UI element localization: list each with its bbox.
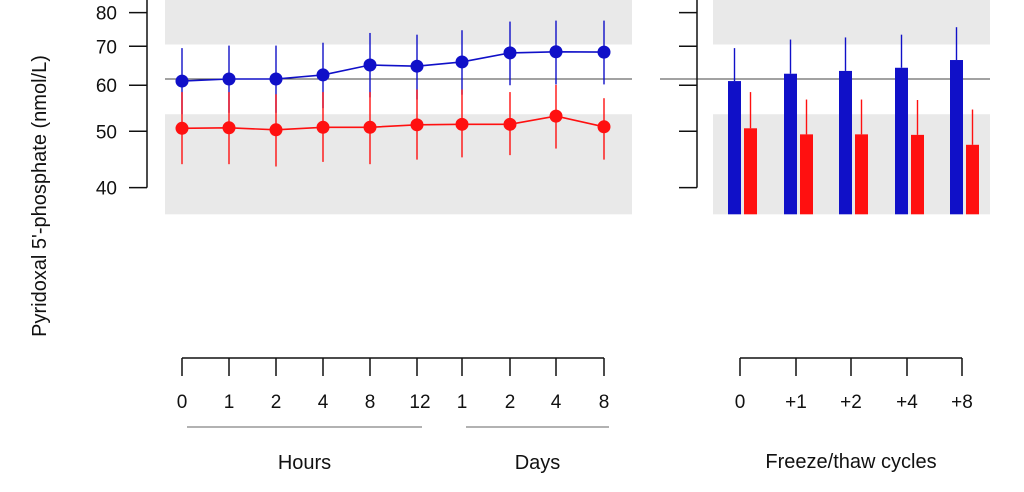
bar [800, 134, 813, 215]
bar-series [728, 27, 963, 215]
shaded-band [713, 0, 990, 45]
data-point [597, 45, 611, 59]
bar [895, 67, 908, 215]
y-tick-label: 70 [96, 37, 117, 58]
shaded-band [165, 114, 632, 215]
right-shaded-bands [713, 0, 990, 215]
bar [966, 144, 979, 215]
series-line [181, 50, 605, 82]
bar-series [744, 92, 979, 215]
data-point [316, 68, 330, 82]
x-tick-label: 12 [409, 392, 430, 413]
x-tick-label: 2 [505, 392, 516, 413]
y-tick-label: 60 [96, 76, 117, 97]
x-tick-label: 8 [599, 392, 610, 413]
data-point [549, 109, 563, 123]
y-axis: 405060708090 [96, 0, 148, 200]
group-label: Days [515, 452, 561, 474]
x-tick-label: +1 [785, 392, 807, 413]
data-point [269, 72, 283, 86]
bar [855, 134, 868, 215]
y-tick-label: 40 [96, 179, 117, 200]
series [175, 84, 611, 167]
left-shaded-bands [165, 0, 632, 215]
x-tick-label: 8 [365, 392, 376, 413]
shaded-band [165, 0, 632, 45]
bar [839, 70, 852, 215]
x-tick-label: +4 [896, 392, 918, 413]
left-series [175, 20, 611, 167]
data-point [222, 72, 236, 86]
group-label: Hours [278, 452, 331, 474]
x-tick-label: 2 [271, 392, 282, 413]
x-tick-label: +2 [840, 392, 862, 413]
x-tick-label: 0 [177, 392, 188, 413]
right-bars [728, 27, 979, 215]
x-tick-label: 4 [551, 392, 562, 413]
x-tick-label: +8 [951, 392, 973, 413]
data-point [597, 120, 611, 134]
y-tick-label: 80 [96, 4, 117, 25]
x-tick-label: 0 [735, 392, 746, 413]
bar [744, 128, 757, 215]
data-point [175, 121, 189, 135]
data-point [455, 55, 469, 69]
x-axis-groups: Hours Days [187, 426, 609, 474]
data-point [503, 117, 517, 131]
x-axis-label: Freeze/thaw cycles [765, 451, 936, 473]
y-tick-label: 50 [96, 122, 117, 143]
x-tick-label: 4 [318, 392, 329, 413]
data-point [316, 120, 330, 134]
x-tick-label: 1 [224, 392, 235, 413]
bar [911, 134, 924, 215]
x-tick-label: 1 [457, 392, 468, 413]
data-point [175, 74, 189, 88]
y-axis-label: Pyridoxal 5'-phosphate (nmol/L) [29, 55, 51, 337]
freeze-thaw-panel: 0 +1 +2 +4 +8 [660, 0, 990, 413]
bar [950, 60, 963, 215]
right-y-axis [679, 0, 698, 189]
data-point [549, 45, 563, 59]
series-line [181, 115, 605, 131]
data-point [503, 46, 517, 60]
bar [728, 81, 741, 215]
bar [784, 73, 797, 215]
data-point [455, 117, 469, 131]
data-point [363, 120, 377, 134]
x-axis: 0 1 2 4 8 12 1 2 4 8 [177, 357, 610, 413]
data-point [269, 123, 283, 137]
data-point [222, 121, 236, 135]
data-point [410, 118, 424, 132]
right-x-axis: 0 +1 +2 +4 +8 [735, 357, 973, 413]
data-point [410, 59, 424, 73]
series [175, 20, 611, 115]
data-point [363, 58, 377, 72]
